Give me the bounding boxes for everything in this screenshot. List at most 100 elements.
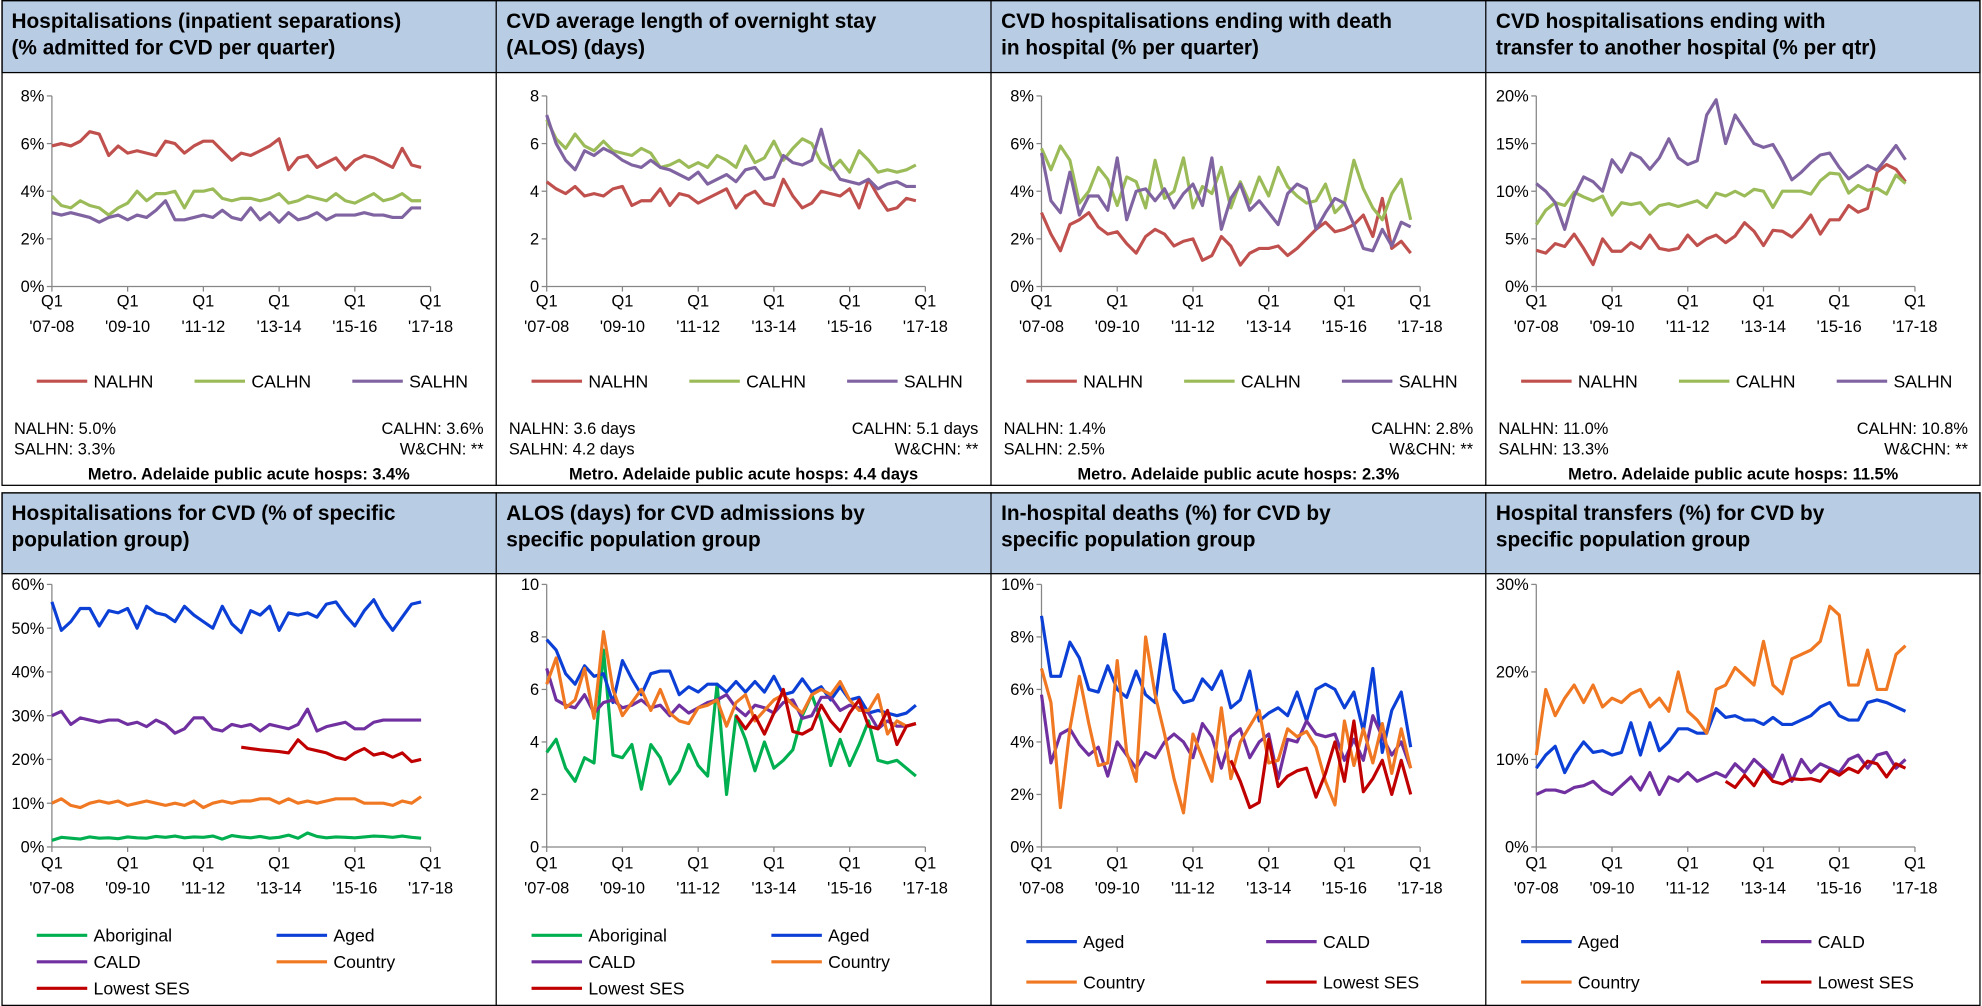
y-tick-label: 0% bbox=[1010, 278, 1034, 296]
x-tick-label: Q1'11-12 bbox=[1666, 854, 1710, 897]
note-left: SALHN: 13.3% bbox=[1498, 440, 1608, 458]
chart-title: Hospital transfers (%) for CVD by specifi… bbox=[1496, 502, 1825, 552]
legend-label: Lowest SES bbox=[588, 979, 684, 999]
x-tick-label: Q1'15-16 bbox=[827, 293, 872, 336]
series-line bbox=[734, 687, 917, 747]
y-tick-label: 8% bbox=[1010, 629, 1034, 647]
x-tick-label: Q1'17-18 bbox=[903, 293, 948, 336]
x-tick-label: Q1'17-18 bbox=[408, 293, 453, 336]
chart-title: Hospitalisations (inpatient separations)… bbox=[12, 10, 402, 60]
note-summary: Metro. Adelaide public acute hosps: 3.4% bbox=[88, 466, 410, 484]
series-line bbox=[51, 199, 422, 224]
x-tick-label: Q1'09-10 bbox=[105, 293, 150, 336]
series-line bbox=[241, 738, 422, 764]
x-tick-label: Q1'17-18 bbox=[1892, 293, 1937, 336]
series-line bbox=[1039, 152, 1412, 253]
legend-label: Aboriginal bbox=[94, 926, 173, 946]
series-line bbox=[1040, 196, 1412, 267]
y-tick-label: 2 bbox=[530, 231, 539, 249]
x-tick-label: Q1'15-16 bbox=[1817, 854, 1862, 897]
series-line bbox=[1535, 750, 1907, 797]
y-tick-label: 4 bbox=[530, 183, 539, 201]
legend-label: Lowest SES bbox=[94, 979, 190, 999]
x-tick-label: Q1'07-08 bbox=[524, 854, 569, 897]
x-tick-label: Q1'07-08 bbox=[1514, 854, 1559, 897]
note-left: SALHN: 3.3% bbox=[14, 440, 115, 458]
note-right: CALHN: 2.8% bbox=[1371, 420, 1473, 438]
y-tick-label: 50% bbox=[12, 620, 45, 638]
legend-label: CALHN bbox=[746, 372, 806, 392]
y-tick-label: 10% bbox=[1496, 751, 1529, 769]
note-left: NALHN: 11.0% bbox=[1498, 420, 1608, 438]
chart-title: In-hospital deaths (%) for CVD by specifi… bbox=[1001, 502, 1331, 552]
y-tick-label: 0% bbox=[1505, 278, 1529, 296]
y-tick-label: 8% bbox=[1010, 88, 1034, 106]
series-line bbox=[1534, 604, 1907, 756]
series-line bbox=[1039, 615, 1413, 755]
legend-label: CALHN bbox=[251, 372, 311, 392]
legend-label: NALHN bbox=[1578, 372, 1638, 392]
y-tick-label: 30% bbox=[1496, 576, 1529, 594]
x-tick-label: Q1'13-14 bbox=[751, 293, 796, 336]
series-line bbox=[1535, 162, 1907, 267]
panel-dividers bbox=[495, 0, 1487, 1006]
legend-label: CALHN bbox=[1736, 372, 1796, 392]
x-tick-label: Q1'13-14 bbox=[1741, 293, 1786, 336]
legend-label: NALHN bbox=[1083, 372, 1143, 392]
x-tick-label: Q1'17-18 bbox=[1398, 293, 1443, 336]
series-line bbox=[1724, 759, 1907, 790]
x-tick-label: Q1'17-18 bbox=[903, 854, 948, 897]
y-tick-label: 8 bbox=[530, 629, 539, 647]
series-line bbox=[1040, 144, 1413, 222]
y-tick-label: 20% bbox=[1496, 664, 1529, 682]
x-tick-label: Q1'11-12 bbox=[1171, 854, 1215, 897]
y-tick-label: 6% bbox=[1010, 135, 1034, 153]
x-tick-label: Q1'07-08 bbox=[29, 293, 74, 336]
legend-label: Country bbox=[1578, 972, 1640, 992]
note-right: CALHN: 10.8% bbox=[1857, 420, 1968, 438]
y-tick-label: 0% bbox=[21, 839, 45, 857]
chart-title: Hospitalisations for CVD (% of specific p… bbox=[12, 502, 396, 552]
legend-label: SALHN bbox=[1399, 372, 1458, 392]
x-tick-label: Q1'09-10 bbox=[105, 854, 150, 897]
x-tick-label: Q1'17-18 bbox=[1892, 854, 1937, 897]
note-left: SALHN: 2.5% bbox=[1004, 440, 1105, 458]
note-right: W&CHN: ** bbox=[895, 440, 979, 458]
note-summary: Metro. Adelaide public acute hosps: 2.3% bbox=[1077, 466, 1399, 484]
legend-label: Country bbox=[828, 952, 890, 972]
legend-label: SALHN bbox=[409, 372, 468, 392]
y-tick-label: 10% bbox=[1496, 183, 1529, 201]
note-summary: Metro. Adelaide public acute hosps: 11.5… bbox=[1568, 466, 1898, 484]
note-left: NALHN: 5.0% bbox=[14, 420, 116, 438]
series-line bbox=[51, 831, 422, 842]
y-tick-label: 2% bbox=[1010, 231, 1034, 249]
series-line bbox=[1535, 698, 1907, 775]
legend-label: CALD bbox=[1818, 932, 1865, 952]
legend-label: NALHN bbox=[94, 372, 154, 392]
y-tick-label: 4% bbox=[21, 183, 45, 201]
y-tick-label: 20% bbox=[1496, 88, 1529, 106]
note-left: NALHN: 1.4% bbox=[1004, 420, 1106, 438]
y-tick-label: 2% bbox=[1010, 786, 1034, 804]
x-tick-label: Q1'07-08 bbox=[1019, 293, 1064, 336]
x-tick-label: Q1'15-16 bbox=[1817, 293, 1862, 336]
y-tick-label: 60% bbox=[12, 576, 45, 594]
y-tick-label: 15% bbox=[1496, 135, 1529, 153]
x-tick-label: Q1'09-10 bbox=[1589, 293, 1634, 336]
x-tick-label: Q1'13-14 bbox=[257, 854, 302, 897]
legend-label: Aged bbox=[1578, 932, 1619, 952]
legend-label: CALD bbox=[94, 952, 141, 972]
series-line bbox=[545, 648, 917, 797]
series-line bbox=[545, 177, 917, 212]
y-tick-label: 2% bbox=[21, 231, 45, 249]
x-tick-label: Q1'17-18 bbox=[408, 854, 453, 897]
y-tick-label: 0% bbox=[1010, 839, 1034, 857]
series-line bbox=[50, 598, 422, 635]
series-line bbox=[545, 119, 917, 174]
series-line bbox=[50, 187, 422, 217]
x-tick-label: Q1'13-14 bbox=[751, 854, 796, 897]
y-tick-label: 4 bbox=[530, 734, 539, 752]
chart-title: CVD average length of overnight stay (ALO… bbox=[506, 10, 877, 60]
note-summary: Metro. Adelaide public acute hosps: 4.4 … bbox=[569, 466, 918, 484]
